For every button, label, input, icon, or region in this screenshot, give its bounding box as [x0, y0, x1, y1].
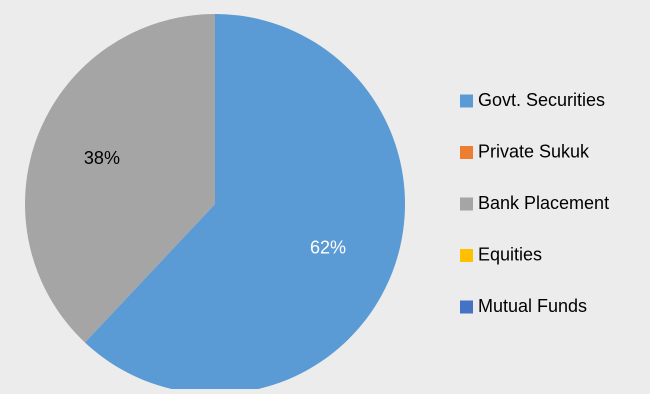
legend-swatch: [460, 249, 473, 262]
slice-govt-securities: [84, 14, 406, 394]
legend-swatch: [460, 94, 473, 108]
legend-item-private-sukuk: Private Sukuk: [460, 141, 590, 161]
legend-label: Mutual Funds: [478, 296, 587, 316]
slice-bank-placement: [25, 14, 215, 343]
slice-label-govt-securities: 62%: [310, 238, 346, 258]
pie-slice-labels: 62% 38%: [84, 148, 346, 258]
legend-item-govt-securities: Govt. Securities: [460, 90, 605, 110]
legend-label: Govt. Securities: [478, 90, 605, 110]
legend-swatch: [460, 300, 473, 314]
legend-swatch: [460, 146, 473, 159]
slice-label-bank-placement: 38%: [84, 148, 120, 168]
legend-label: Private Sukuk: [478, 141, 590, 161]
legend-label: Bank Placement: [478, 193, 609, 213]
legend: Govt. Securities Private Sukuk Bank Placem…: [460, 90, 609, 316]
legend-label: Equities: [478, 244, 542, 264]
pie-slices: [25, 14, 406, 394]
legend-swatch: [460, 197, 473, 211]
legend-item-equities: Equities: [460, 244, 542, 264]
legend-item-bank-placement: Bank Placement: [460, 193, 609, 213]
legend-item-mutual-funds: Mutual Funds: [460, 296, 587, 316]
